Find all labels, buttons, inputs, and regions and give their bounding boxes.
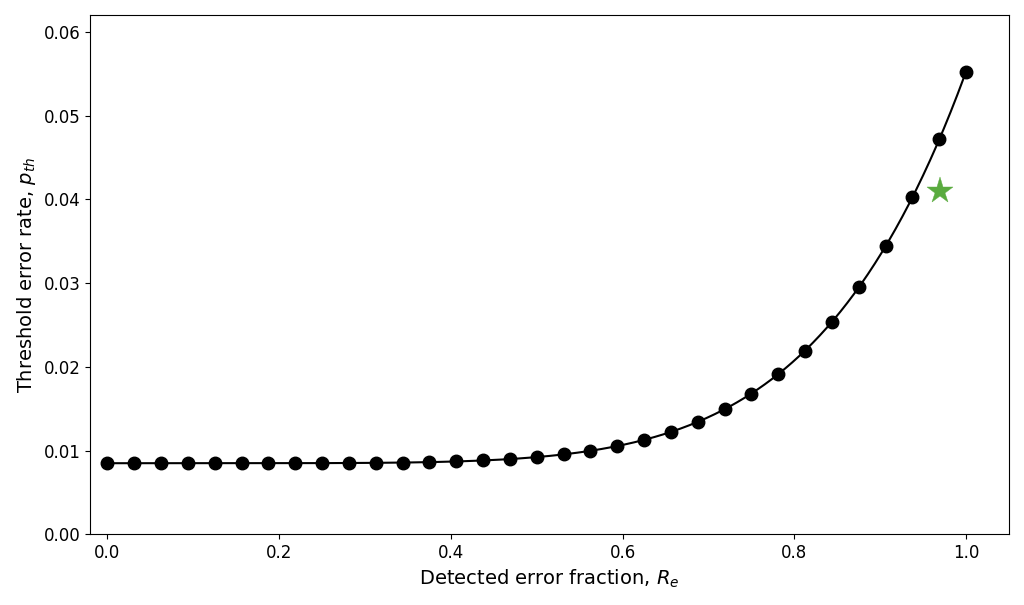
X-axis label: Detected error fraction, $R_e$: Detected error fraction, $R_e$: [420, 567, 680, 590]
Y-axis label: Threshold error rate, $p_{th}$: Threshold error rate, $p_{th}$: [15, 157, 38, 393]
